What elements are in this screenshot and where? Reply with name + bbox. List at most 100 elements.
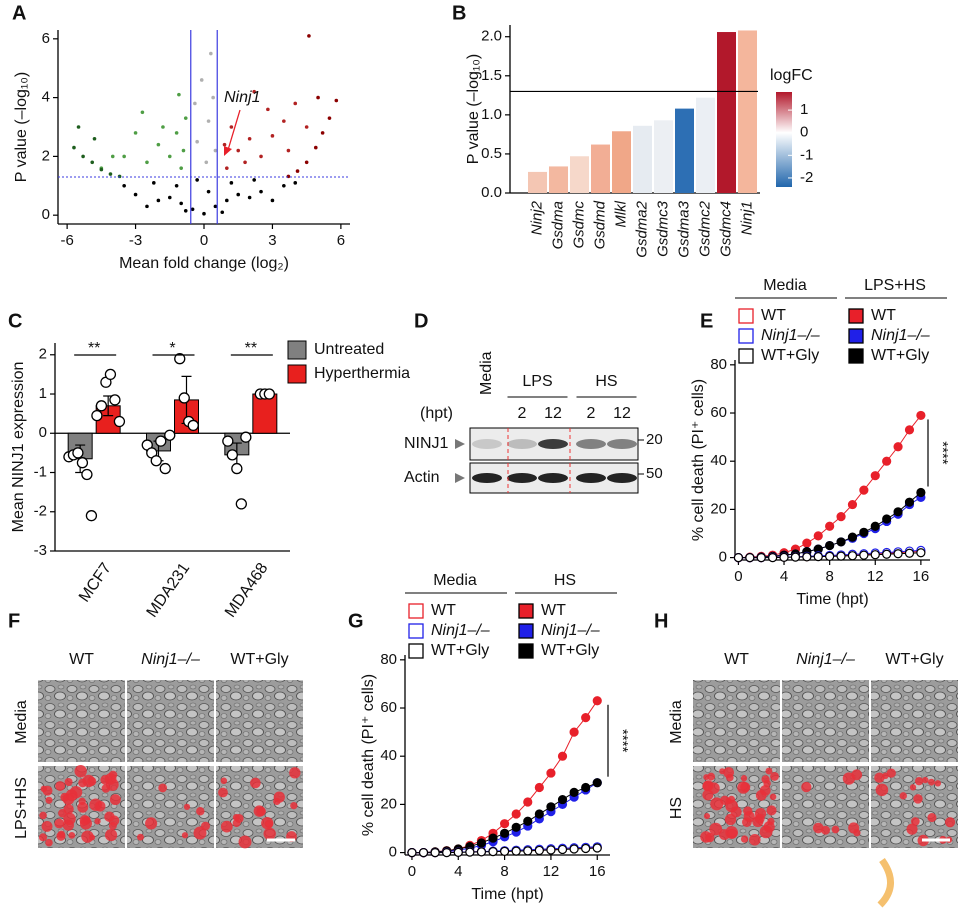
panel-letter: A: [12, 2, 26, 24]
pi-stain: [41, 820, 53, 832]
bar: [675, 108, 694, 193]
pi-stain: [196, 807, 205, 816]
point: [220, 210, 225, 215]
data-point: [85, 510, 98, 522]
point: [122, 183, 126, 188]
micrograph: [38, 680, 125, 762]
point: [72, 145, 76, 150]
x-axis-label: Time (hpt): [796, 591, 868, 608]
pi-stain: [108, 821, 117, 830]
y-axis-label: P value (–log₁₀): [13, 72, 30, 182]
legend-swatch: [738, 328, 754, 344]
pi-stain: [63, 812, 76, 826]
x-tick-label: Gsdma: [549, 201, 566, 249]
pi-stain: [740, 782, 751, 793]
pi-stain: [727, 795, 736, 804]
pi-stain: [238, 835, 252, 849]
point: [177, 92, 181, 97]
point: [266, 107, 270, 112]
data-point: [95, 400, 108, 412]
y-tick-label: 0: [719, 549, 727, 566]
marker: [802, 538, 812, 548]
significance: **: [88, 340, 100, 357]
series-line: [738, 415, 922, 559]
bar: [591, 144, 610, 193]
pi-stain: [725, 799, 739, 813]
point: [229, 181, 234, 185]
bar: [696, 97, 715, 193]
point: [183, 208, 188, 213]
x-tick-label: 6: [337, 232, 345, 249]
time-label: 2: [587, 405, 596, 422]
point: [225, 166, 229, 170]
point: [304, 125, 309, 129]
micrograph: [693, 680, 780, 762]
point: [156, 142, 161, 147]
pi-stain: [68, 831, 76, 839]
data-point: [76, 457, 89, 469]
point: [90, 160, 95, 165]
bar: [549, 166, 568, 193]
point: [195, 178, 199, 182]
band: [576, 439, 606, 449]
point: [211, 95, 215, 100]
colorbar-label: logFC: [770, 67, 813, 84]
y-tick-label: 60: [380, 699, 397, 716]
y-tick-label: 40: [710, 452, 727, 469]
y-tick-label: 1.5: [481, 67, 502, 84]
point: [181, 148, 186, 153]
point: [304, 160, 309, 165]
legend-swatch: [408, 623, 424, 639]
point: [327, 116, 332, 120]
point: [222, 142, 227, 147]
x-tick-label: Gsdma3: [675, 200, 692, 257]
marker: [870, 471, 880, 481]
marker: [557, 794, 568, 805]
pi-stain: [702, 789, 714, 801]
marker: [904, 497, 915, 507]
marker: [511, 809, 521, 819]
legend-swatch: [518, 623, 534, 639]
marker: [847, 499, 858, 510]
data-point: [222, 435, 234, 447]
data-point: [150, 455, 162, 467]
marker: [859, 550, 869, 560]
band: [538, 439, 568, 449]
marker: [581, 782, 591, 793]
pi-stain: [770, 771, 779, 781]
colorbar-tick-label: 0: [800, 124, 808, 141]
pi-stain: [218, 787, 228, 798]
point: [76, 125, 81, 129]
colorbar-tick-label: 1: [800, 101, 808, 118]
pi-stain: [766, 805, 777, 816]
pi-stain: [263, 827, 276, 841]
x-tick-label: -3: [129, 232, 142, 249]
time-label: 12: [544, 405, 562, 422]
point: [270, 198, 275, 203]
x-tick-label: 12: [543, 863, 560, 880]
pi-stain: [742, 817, 752, 828]
bar: [654, 120, 673, 193]
y-tick-label: 1: [39, 385, 47, 402]
legend-swatch: [738, 308, 754, 324]
row-arrow: [455, 473, 465, 483]
bar: [738, 30, 757, 193]
legend-swatch: [738, 348, 754, 364]
pi-stain: [256, 806, 266, 817]
point: [117, 174, 122, 179]
band: [472, 439, 502, 449]
y-tick-label: 0: [389, 844, 397, 861]
marker: [488, 847, 498, 857]
x-tick-label: 3: [268, 232, 276, 249]
marker: [557, 751, 568, 761]
point: [145, 160, 149, 165]
pi-stain: [765, 767, 773, 775]
pi-stain: [801, 781, 812, 793]
point: [140, 110, 145, 115]
x-axis-label: Mean fold change (log₂): [119, 255, 289, 272]
x-tick-label: 12: [867, 568, 884, 585]
marker: [523, 797, 533, 807]
x-axis-label: Time (hpt): [471, 886, 543, 903]
pi-stain: [723, 767, 735, 778]
